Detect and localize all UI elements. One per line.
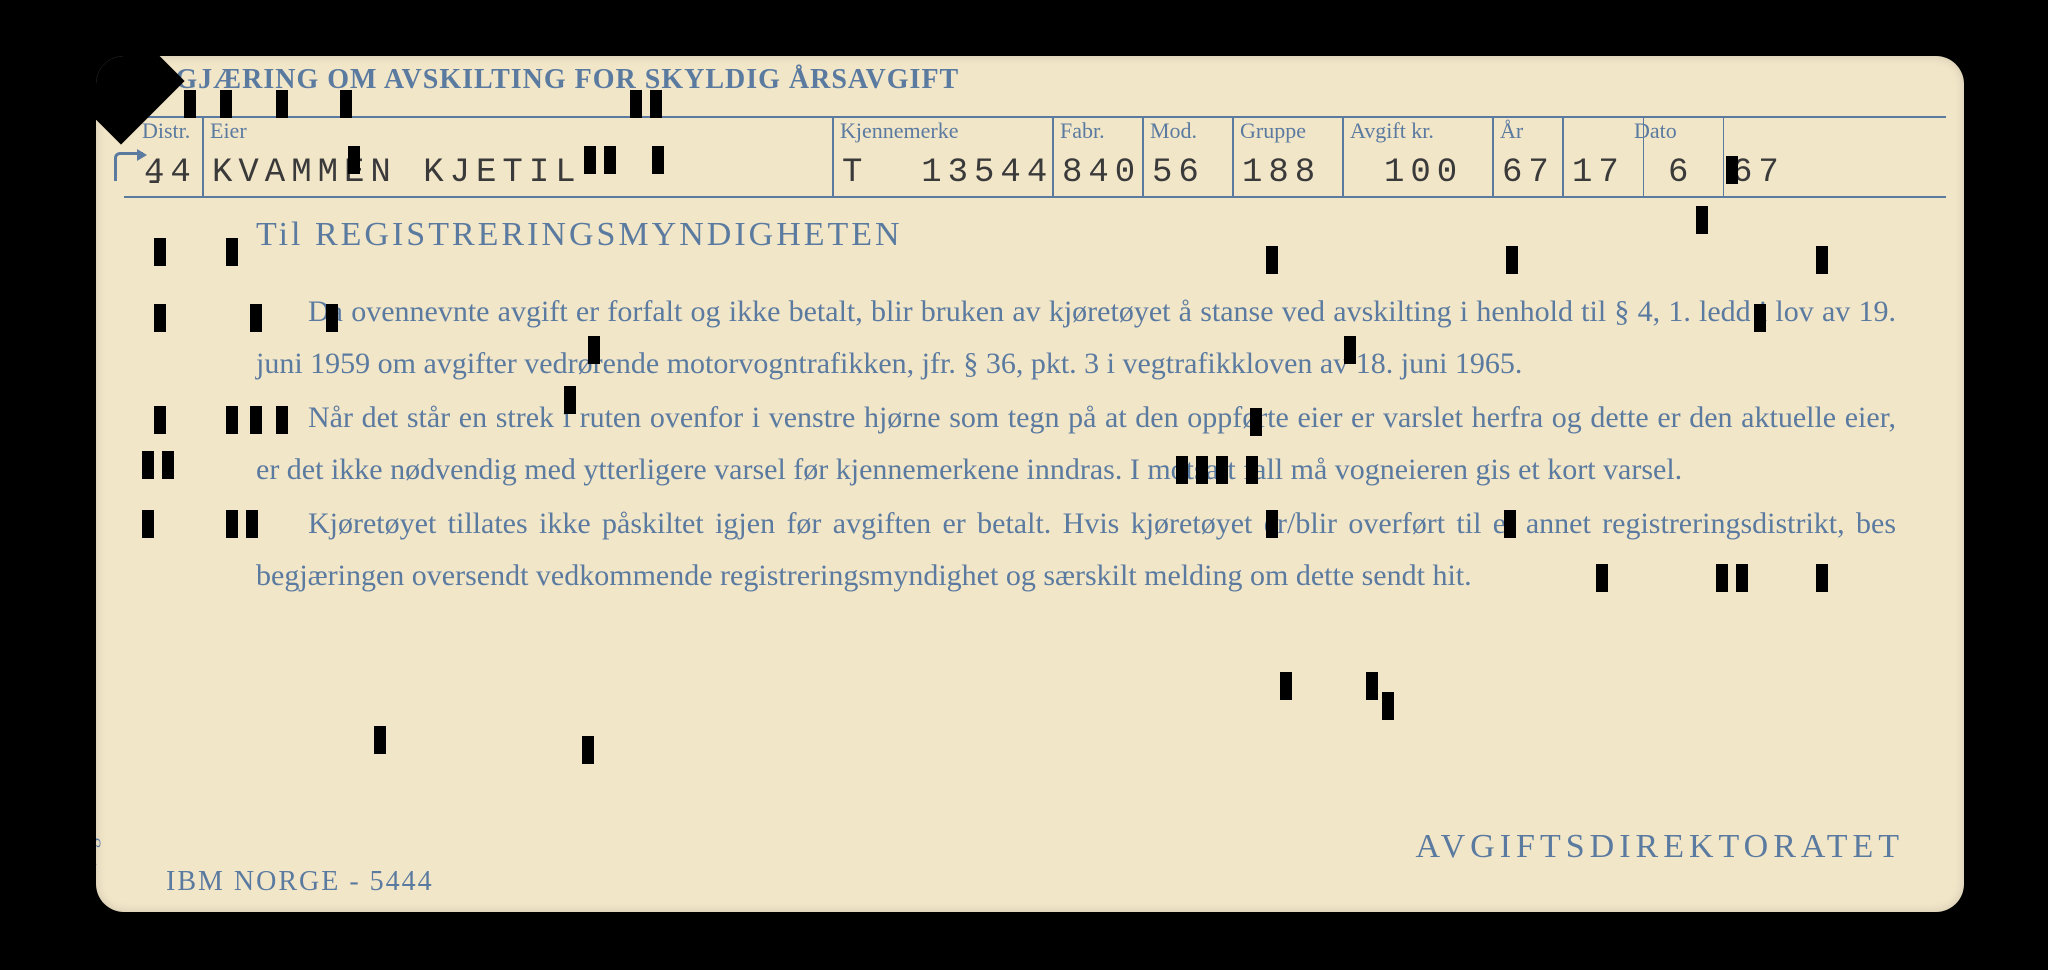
punch-hole [1366,672,1378,700]
value-mod: 56 [1152,154,1205,192]
punch-hole [1250,408,1262,436]
punch-hole [1716,564,1728,592]
punch-hole [1266,510,1278,538]
label-fabr: Fabr. [1060,118,1105,144]
value-dato-day: 17 [1572,154,1625,192]
punch-hole [220,90,232,118]
paragraph-1: Da ovennevnte avgift er forfalt og ikke … [256,286,1896,390]
value-eier: KVAMMEN KJETIL [212,154,582,192]
punch-hole [630,90,642,118]
punch-hole [326,304,338,332]
field-kjennemerke: Kjennemerke T 13544 [834,116,1054,196]
punch-hole [1816,564,1828,592]
punch-hole [276,90,288,118]
punch-hole [588,336,600,364]
header-field-row: Distr. 44 Eier KVAMMEN KJETIL Kjennemerk… [136,116,1946,196]
punch-hole [226,238,238,266]
punch-hole [1816,246,1828,274]
field-eier: Eier KVAMMEN KJETIL [204,116,834,196]
punch-hole [1176,456,1188,484]
punch-hole [250,406,262,434]
value-kjennemerke: T 13544 [842,154,1053,192]
punch-hole [276,406,288,434]
punch-hole [584,146,596,174]
punch-hole [1196,456,1208,484]
punch-hole [1266,246,1278,274]
label-aar: År [1500,118,1523,144]
label-avgift: Avgift kr. [1350,118,1434,144]
value-distr: 44 [144,154,197,192]
label-distr: Distr. [142,118,190,144]
punch-hole [1696,206,1708,234]
side-vertical-text: Vogneieren er varslet når det står en st… [96,463,102,872]
punch-hole [1246,456,1258,484]
punch-hole [604,146,616,174]
field-dato-month: Dato 6 [1644,116,1724,196]
punch-hole [142,451,154,479]
field-dato-day: 17 [1564,116,1644,196]
footer-ibm: IBM NORGE - 5444 [166,866,434,898]
punch-hole [564,386,576,414]
paragraph-2: Når det står en strek i ruten ovenfor i … [256,392,1896,496]
punch-hole [246,510,258,538]
value-fabr: 840 [1062,154,1141,192]
punch-hole [1736,564,1748,592]
punch-hole [1754,304,1766,332]
punch-hole [1506,246,1518,274]
punch-hole [652,146,664,174]
card-title: BEGJÆRING OM AVSKILTING FOR SKYLDIG ÅRSA… [136,64,959,96]
punch-hole [226,406,238,434]
paragraph-3: Kjøretøyet tillates ikke påskiltet igjen… [256,498,1896,602]
value-dato-year: 67 [1732,154,1785,192]
punch-hole [374,726,386,754]
punch-hole [154,406,166,434]
punch-hole [1504,510,1516,538]
punch-hole [142,510,154,538]
punch-hole [650,90,662,118]
label-mod: Mod. [1150,118,1197,144]
value-dato-month: 6 [1668,154,1694,192]
field-mod: Mod. 56 [1144,116,1234,196]
rule-bottom [124,196,1946,198]
field-gruppe: Gruppe 188 [1234,116,1344,196]
punch-hole [1596,564,1608,592]
body-text: Da ovennevnte avgift er forfalt og ikke … [256,286,1896,604]
punch-card: BEGJÆRING OM AVSKILTING FOR SKYLDIG ÅRSA… [96,56,1964,912]
footer-authority: AVGIFTSDIREKTORATET [1415,828,1904,866]
punch-hole [154,238,166,266]
punch-hole [1216,456,1228,484]
value-avgift: 100 [1384,154,1463,192]
punch-hole [1726,156,1738,184]
heading: Til REGISTRERINGSMYNDIGHETEN [256,216,903,254]
punch-hole [162,451,174,479]
punch-hole [1382,692,1394,720]
punch-hole [1344,336,1356,364]
field-fabr: Fabr. 840 [1054,116,1144,196]
punch-hole [582,736,594,764]
label-kjennemerke: Kjennemerke [840,118,959,144]
label-eier: Eier [210,118,247,144]
label-dato: Dato [1634,118,1677,144]
punch-hole [348,146,360,174]
field-aar: År 67 [1494,116,1564,196]
field-avgift: Avgift kr. 100 [1344,116,1494,196]
punch-hole [1280,672,1292,700]
punch-hole [154,304,166,332]
value-gruppe: 188 [1242,154,1321,192]
punch-hole [184,90,196,118]
punch-hole [250,304,262,332]
value-aar: 67 [1502,154,1555,192]
field-distr: Distr. 44 [136,116,204,196]
punch-hole [226,510,238,538]
punch-hole [340,90,352,118]
label-gruppe: Gruppe [1240,118,1306,144]
